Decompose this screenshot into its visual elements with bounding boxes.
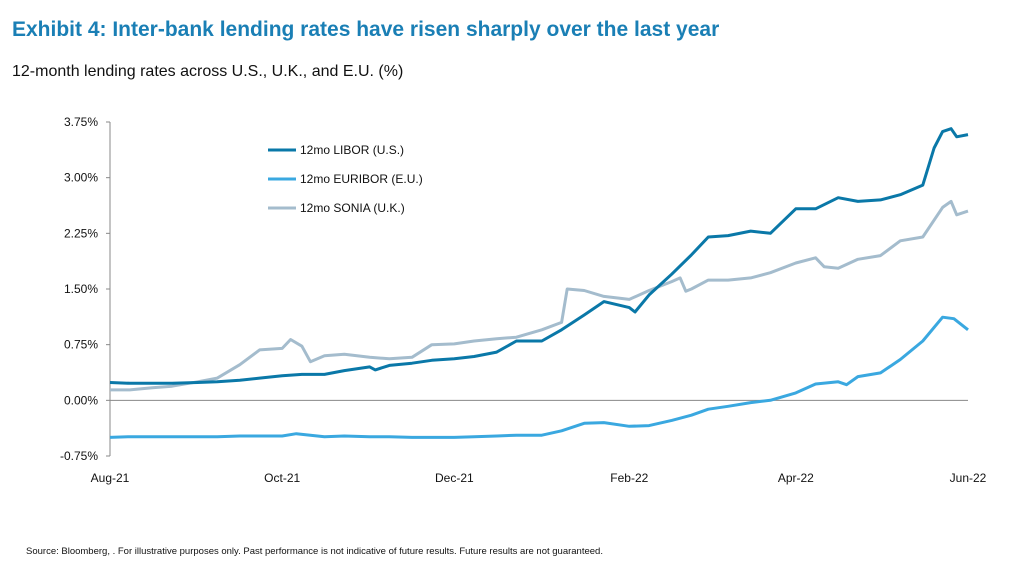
series-lines [109,127,969,439]
chart-title: Exhibit 4: Inter-bank lending rates have… [12,18,720,41]
y-tick-label: 0.75% [64,338,98,352]
y-tick-label: 2.25% [64,226,98,240]
y-tick-label: 0.00% [64,393,98,407]
x-tick-label: Oct-21 [264,471,300,485]
legend-label: 12mo EURIBOR (E.U.) [300,172,423,186]
chart-subtitle: 12-month lending rates across U.S., U.K.… [12,63,404,80]
y-tick-label: -0.75% [60,449,98,463]
x-tick-label: Feb-22 [610,471,648,485]
series-line-libor [109,127,969,385]
y-tick-label: 3.75% [64,115,98,129]
legend-label: 12mo SONIA (U.K.) [300,201,405,215]
legend: 12mo LIBOR (U.S.) 12mo EURIBOR (E.U.) 12mo… [268,143,423,215]
x-tick-label: Jun-22 [950,471,987,485]
x-tick-label: Aug-21 [91,471,130,485]
y-tick-label: 1.50% [64,282,98,296]
source-note: Source: Bloomberg, . For illustrative pu… [26,546,603,557]
x-tick-label: Apr-22 [778,471,814,485]
axes: 3.75% 3.00% 2.25% 1.50% 0.75% 0.00% -0.75% Aug-… [60,115,987,485]
series-line-euribor [109,315,969,439]
legend-label: 12mo LIBOR (U.S.) [300,143,404,157]
x-tick-label: Dec-21 [435,471,474,485]
series-line-sonia [110,199,969,392]
y-tick-label: 3.00% [64,171,98,185]
